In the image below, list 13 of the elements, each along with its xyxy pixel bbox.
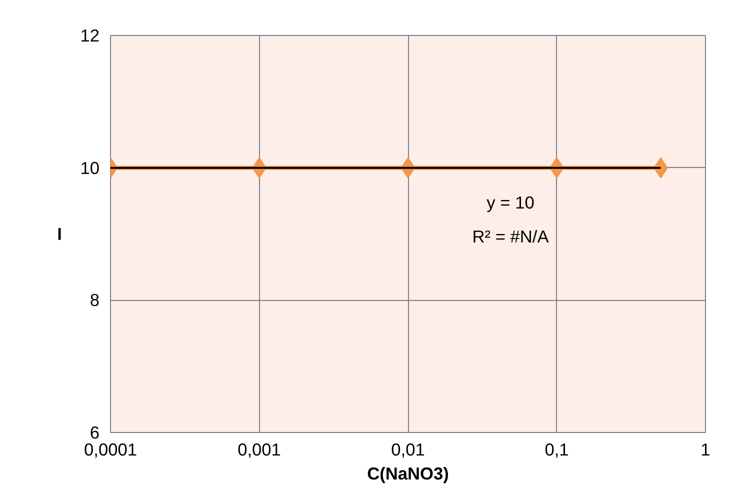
- annotation: R² = #N/A: [472, 226, 550, 246]
- x-tick-label: 0,0001: [84, 440, 137, 460]
- y-axis-title: –: [45, 227, 72, 241]
- x-tick-label: 0,01: [391, 440, 425, 460]
- y-tick-label: 12: [80, 26, 100, 46]
- x-axis-title: C(NaNO3): [367, 464, 449, 484]
- annotation: y = 10: [486, 192, 534, 212]
- x-tick-label: 0,1: [544, 440, 569, 460]
- x-tick-label: 0,001: [238, 440, 281, 460]
- x-tick-label: 1: [700, 440, 710, 460]
- y-tick-label: 6: [90, 422, 100, 442]
- y-tick-label: 8: [90, 290, 100, 310]
- y-tick-label: 10: [80, 158, 100, 178]
